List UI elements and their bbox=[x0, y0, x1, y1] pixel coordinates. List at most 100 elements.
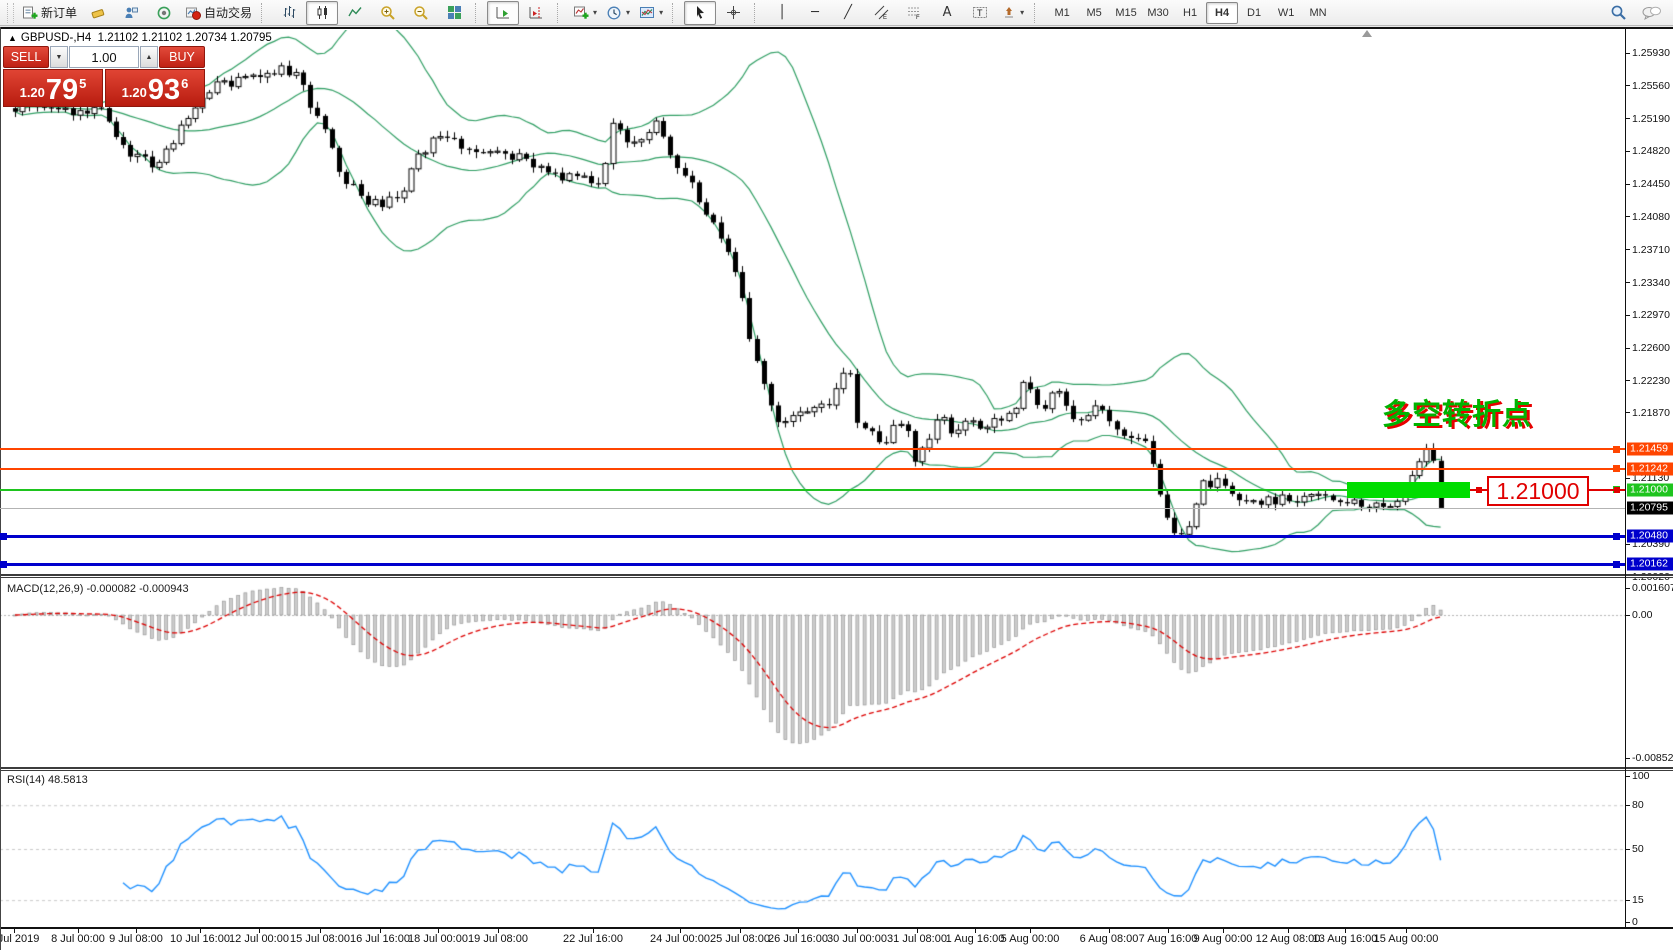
horizontal-line-1.2048[interactable] bbox=[0, 534, 1625, 538]
timeframe-button-M1[interactable]: M1 bbox=[1054, 6, 1070, 19]
template-chart-icon bbox=[640, 6, 655, 18]
ohlc-low: 1.20734 bbox=[185, 32, 228, 44]
rsi-panel-canvas[interactable] bbox=[0, 771, 1625, 928]
horizontal-line-1.21242[interactable] bbox=[0, 467, 1625, 470]
line-anchor-marker[interactable] bbox=[1613, 560, 1620, 568]
volume-input[interactable] bbox=[69, 46, 139, 68]
rsi-panel-separator[interactable] bbox=[0, 767, 1673, 771]
cursor-tool-button[interactable] bbox=[684, 0, 717, 25]
search-button[interactable] bbox=[1602, 1, 1634, 25]
arrows-dropdown-caret[interactable]: ▾ bbox=[1020, 8, 1025, 17]
text-tool-button[interactable]: A bbox=[931, 1, 963, 25]
periods-button[interactable]: ▾ bbox=[602, 1, 634, 25]
chat-button[interactable] bbox=[1635, 1, 1667, 25]
auto-scroll-button[interactable] bbox=[487, 0, 520, 25]
toolbar-grip[interactable] bbox=[7, 2, 14, 23]
trader-icon bbox=[125, 7, 139, 18]
line-chart-mode-button[interactable] bbox=[339, 1, 371, 25]
price-tick-1.24450: 1.24450 bbox=[1632, 178, 1670, 191]
macd-panel-canvas[interactable] bbox=[0, 581, 1625, 768]
macd-tick-mark bbox=[1625, 587, 1630, 589]
templates-button[interactable]: ▾ bbox=[635, 1, 667, 25]
time-label: 15 Aug 00:00 bbox=[1373, 933, 1439, 945]
new-order-button[interactable]: 新订单 bbox=[18, 1, 81, 25]
time-label: 9 Jul 08:00 bbox=[109, 933, 163, 945]
time-label: 15 Jul 08:00 bbox=[290, 933, 350, 945]
horizontal-line-tool-button[interactable]: ─ bbox=[799, 1, 831, 25]
templates-dropdown-caret[interactable]: ▾ bbox=[659, 8, 664, 17]
eraser-button[interactable] bbox=[82, 1, 114, 25]
horizontal-line-1.21[interactable] bbox=[0, 488, 1625, 491]
channel-tool-button[interactable]: E bbox=[865, 1, 897, 25]
time-tick-mark bbox=[1030, 929, 1031, 933]
sell-price-panel[interactable]: 1.20 79 5 bbox=[3, 69, 103, 107]
timeframe-button-H4[interactable]: H4 bbox=[1206, 1, 1239, 24]
line-anchor-marker[interactable] bbox=[1613, 465, 1620, 473]
timeframe-toolbar: M1 M5 M15 M30 H1 H4 D1 W1 MN bbox=[1046, 1, 1334, 24]
timeframe-button-W1[interactable]: W1 bbox=[1277, 6, 1295, 19]
periods-dropdown-caret[interactable]: ▾ bbox=[626, 8, 631, 17]
signals-button[interactable] bbox=[148, 1, 180, 25]
price-tick-1.21870: 1.21870 bbox=[1632, 406, 1670, 419]
vertical-line-icon: │ bbox=[778, 5, 786, 20]
timeframe-button-M30[interactable]: M30 bbox=[1147, 6, 1169, 19]
rsi-tick-mark bbox=[1625, 848, 1630, 850]
time-axis[interactable]: 4 Jul 2019 8 Jul 00:00 9 Jul 08:00 10 Jul 1… bbox=[0, 929, 1673, 950]
line-anchor-marker[interactable] bbox=[1613, 532, 1620, 540]
line-anchor-marker[interactable] bbox=[1613, 445, 1620, 453]
text-tool-icon: A bbox=[942, 5, 952, 20]
trade-requests-button[interactable] bbox=[115, 1, 147, 25]
timeframe-button-M5[interactable]: M5 bbox=[1086, 6, 1102, 19]
buy-price-sup: 6 bbox=[181, 76, 189, 91]
chart-shift-marker-icon[interactable] bbox=[1362, 30, 1372, 37]
horizontal-line-1.21459[interactable] bbox=[0, 448, 1625, 451]
timeframe-button-H1[interactable]: H1 bbox=[1183, 6, 1198, 19]
label-tool-button[interactable]: T bbox=[964, 1, 996, 25]
line-left-marker[interactable] bbox=[0, 532, 7, 540]
toolbar-separator bbox=[1034, 2, 1042, 23]
line-left-marker[interactable] bbox=[0, 560, 7, 568]
rsi-axis-15: 15 bbox=[1632, 894, 1644, 907]
zoom-out-button[interactable] bbox=[405, 1, 437, 25]
signal-icon bbox=[157, 6, 171, 19]
indicators-button[interactable]: ▾ bbox=[569, 1, 601, 25]
pivot-annotation[interactable]: 多空转折点 bbox=[1382, 397, 1533, 431]
price-callout-label[interactable]: 1.21000 bbox=[1487, 476, 1589, 506]
arrows-icon bbox=[1005, 6, 1014, 17]
timeframe-button-MN[interactable]: MN bbox=[1309, 6, 1327, 19]
auto-trading-button[interactable]: 自动交易 bbox=[181, 1, 256, 25]
time-tick-mark bbox=[320, 929, 321, 933]
price-tick-1.22970: 1.22970 bbox=[1632, 309, 1670, 322]
tile-windows-button[interactable] bbox=[438, 1, 470, 25]
price-tick-mark bbox=[1625, 150, 1630, 152]
timeframe-button-D1[interactable]: D1 bbox=[1247, 6, 1262, 19]
horizontal-line-1.20162[interactable] bbox=[0, 562, 1625, 566]
highlight-rectangle[interactable] bbox=[1347, 481, 1470, 498]
fibonacci-icon: F bbox=[907, 7, 920, 20]
horizontal-line-icon: ─ bbox=[811, 5, 819, 20]
buy-button[interactable]: BUY bbox=[159, 46, 205, 68]
trendline-tool-button[interactable]: ╱ bbox=[832, 1, 864, 25]
timeframe-button-M15[interactable]: M15 bbox=[1115, 6, 1137, 19]
sell-button[interactable]: SELL bbox=[3, 46, 49, 68]
bar-chart-icon bbox=[283, 6, 295, 18]
bar-chart-mode-button[interactable] bbox=[273, 1, 305, 25]
indicators-dropdown-caret[interactable]: ▾ bbox=[593, 8, 598, 17]
time-tick-mark bbox=[975, 929, 976, 933]
vertical-line-tool-button[interactable]: │ bbox=[766, 1, 798, 25]
rsi-tick-mark bbox=[1625, 899, 1630, 901]
eraser-icon bbox=[91, 8, 105, 18]
time-label: 25 Jul 08:00 bbox=[710, 933, 770, 945]
arrows-tool-button[interactable]: ▾ bbox=[997, 1, 1029, 25]
macd-panel-separator[interactable] bbox=[0, 574, 1673, 578]
chart-shift-button[interactable] bbox=[520, 1, 552, 25]
sell-price-big: 79 bbox=[45, 74, 79, 106]
candlestick-mode-button[interactable] bbox=[306, 0, 339, 25]
fibonacci-tool-button[interactable]: F bbox=[898, 1, 930, 25]
time-label: 12 Jul 00:00 bbox=[229, 933, 289, 945]
zoom-in-button[interactable] bbox=[372, 1, 404, 25]
buy-price-panel[interactable]: 1.20 93 6 bbox=[105, 69, 205, 107]
volume-decrease-button[interactable]: ▼ bbox=[50, 46, 68, 68]
crosshair-tool-button[interactable] bbox=[717, 1, 749, 25]
volume-increase-button[interactable]: ▲ bbox=[140, 46, 158, 68]
